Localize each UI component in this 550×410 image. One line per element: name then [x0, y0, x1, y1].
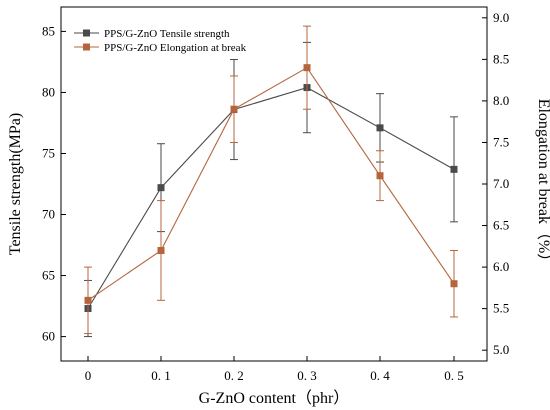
right-tick-label: 7.0 [493, 176, 509, 191]
data-point [450, 280, 458, 288]
data-point [84, 296, 92, 304]
left-tick-label: 70 [42, 207, 55, 222]
right-tick-label: 8.5 [493, 51, 509, 66]
series-2 [84, 25, 458, 335]
series-layer [84, 25, 458, 338]
x-axis: 0 0. 1 0. 2 0. 3 0. 4 0. 5 [85, 356, 464, 383]
right-tick-label: 6.0 [493, 259, 509, 274]
data-point [157, 246, 165, 254]
plot-frame [60, 6, 488, 362]
data-point [450, 165, 458, 173]
left-tick-label: 60 [42, 329, 55, 344]
legend-marker [83, 43, 90, 51]
x-tick-label: 0. 2 [224, 368, 244, 383]
data-point [376, 124, 384, 132]
data-point [376, 172, 384, 180]
series-line [87, 66, 455, 301]
data-point [303, 64, 311, 72]
x-tick-label: 0. 4 [370, 368, 390, 383]
legend-marker [83, 29, 90, 37]
y-axis-right-title: Elongation at break（%） [535, 99, 550, 270]
right-tick-label: 5.5 [493, 301, 509, 316]
right-tick-label: 8.0 [493, 93, 509, 108]
right-tick-label: 6.5 [493, 218, 509, 233]
legend-label: PPS/G-ZnO Tensile strength [104, 28, 230, 40]
right-tick-label: 7.5 [493, 134, 509, 149]
left-axis: 60 65 70 75 80 85 [42, 23, 66, 344]
left-tick-label: 75 [42, 145, 55, 160]
x-tick-label: 0. 5 [444, 368, 464, 383]
legend: PPS/G-ZnO Tensile strength PPS/G-ZnO Elon… [74, 28, 247, 54]
series-line [87, 87, 455, 309]
data-point [230, 105, 238, 113]
left-tick-label: 85 [42, 23, 55, 38]
data-point [157, 184, 165, 192]
left-tick-label: 80 [42, 84, 55, 99]
right-tick-label: 5.0 [493, 342, 509, 357]
right-tick-label: 9.0 [493, 10, 509, 25]
x-tick-label: 0 [85, 368, 92, 383]
x-tick-label: 0. 3 [297, 368, 317, 383]
right-axis: 5.0 5.5 6.0 6.5 7.0 7.5 8.0 8.5 9.0 [482, 10, 509, 357]
left-tick-label: 65 [42, 268, 55, 283]
x-axis-title: G-ZnO content（phr） [199, 389, 350, 407]
x-tick-label: 0. 1 [151, 368, 171, 383]
legend-label: PPS/G-ZnO Elongation at break [104, 42, 247, 54]
series-1 [84, 41, 458, 338]
y-axis-left-title: Tensile strength(MPa) [7, 113, 24, 255]
